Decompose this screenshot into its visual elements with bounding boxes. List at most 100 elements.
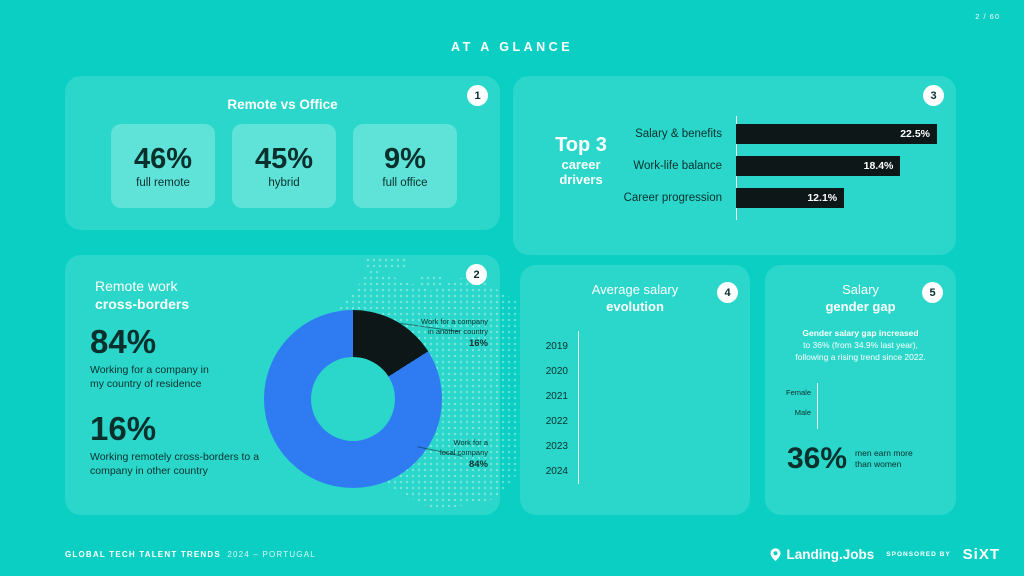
stat-tile-full-office: 9% full office xyxy=(353,124,457,208)
bar-value: 12.1% xyxy=(807,192,838,204)
card-salary-evolution: 4 Average salary evolution 2019 2020 202… xyxy=(520,265,750,515)
gender-gap-chart: Female Male xyxy=(779,387,931,427)
page-number: 2 / 60 xyxy=(975,12,1000,21)
title-line-1: Average salary xyxy=(591,282,679,297)
donut-callout-local-company: Work for a local company 84% xyxy=(440,438,488,470)
callout-line2: in another country xyxy=(427,326,488,336)
chart-row: 2024 xyxy=(534,464,728,478)
stat-label-line2: company in other country xyxy=(90,464,208,477)
bar-track xyxy=(578,414,728,428)
callout-value: 84% xyxy=(468,459,488,470)
bar-value: 22.5% xyxy=(900,128,930,140)
stat-label-line2: than women xyxy=(855,459,902,469)
bar-track xyxy=(578,439,728,453)
title-line-2: cross-borders xyxy=(95,296,190,312)
description-line3: following a rising trend since 2022. xyxy=(795,352,926,362)
stat-tile-full-remote: 46% full remote xyxy=(111,124,215,208)
footer-title-bold: GLOBAL TECH TALENT TRENDS xyxy=(65,550,221,559)
bar-label: Salary & benefits xyxy=(635,128,722,140)
bar-track: 22.5% xyxy=(736,124,937,144)
badge-5: 5 xyxy=(922,282,943,303)
chart-axis-line xyxy=(578,331,579,484)
sponsored-by-label: SPONSORED BY xyxy=(886,551,951,558)
year-label: 2024 xyxy=(545,465,568,477)
heading-drivers: drivers xyxy=(559,172,603,187)
title-line-1: Salary xyxy=(842,282,879,297)
stat-label: Working remotely cross-borders to a comp… xyxy=(90,451,259,478)
card-title-gender-gap: Salary gender gap xyxy=(765,281,956,315)
landing-jobs-logo: Landing.Jobs xyxy=(768,547,875,562)
callout-line1: Work for a xyxy=(453,438,488,447)
brand-name: Landing.Jobs xyxy=(786,547,875,562)
remote-office-stats: 46% full remote 45% hybrid 9% full offic… xyxy=(111,124,457,208)
stat-label-line1: men earn more xyxy=(855,448,913,458)
stat-84: 84% Working for a company in my country … xyxy=(90,325,209,391)
bar-track xyxy=(578,339,728,353)
stat-label: Working for a company in my country of r… xyxy=(90,364,209,391)
stat-value: 46% xyxy=(133,142,193,175)
stat-value: 84% xyxy=(90,323,157,360)
card-cross-borders: 2 Remote work cross-borders 84% Working … xyxy=(65,255,543,515)
chart-row-female: Female xyxy=(779,387,931,398)
chart-row-male: Male xyxy=(779,407,931,418)
stat-label: hybrid xyxy=(268,176,300,189)
stat-label-line1: Working for a company in xyxy=(90,364,209,376)
stat-label-line2: my country of residence xyxy=(90,377,202,390)
stat-value: 9% xyxy=(384,142,426,175)
bar-track: 12.1% xyxy=(736,188,937,208)
title-line-2: gender gap xyxy=(825,299,896,314)
card-title-remote-vs-office: Remote vs Office xyxy=(227,97,338,112)
bar-value: 18.4% xyxy=(863,160,894,172)
footer-report-title: GLOBAL TECH TALENT TRENDS 2024 – PORTUGA… xyxy=(65,550,316,559)
footer-brands: Landing.Jobs SPONSORED BY SiXT xyxy=(768,546,1000,563)
donut-callout-another-country: Work for a company in another country 16… xyxy=(421,317,488,349)
gender-gap-description: Gender salary gap increased to 36% (from… xyxy=(775,327,946,363)
salary-evolution-chart: 2019 2020 2021 2022 2023 2024 xyxy=(534,339,728,489)
bar-label: Work-life balance xyxy=(633,160,722,172)
stat-label-line1: Working remotely cross-borders to a xyxy=(90,451,260,463)
bar-track xyxy=(578,389,728,403)
page-title: AT A GLANCE xyxy=(450,40,574,54)
chart-axis-line xyxy=(817,383,818,429)
bar-label: Male xyxy=(794,408,811,417)
bar-label: Female xyxy=(785,388,811,397)
stat-value: 16% xyxy=(90,410,157,447)
donut-chart xyxy=(264,310,442,488)
footer-title-regular: 2024 – PORTUGAL xyxy=(227,550,316,559)
badge-2: 2 xyxy=(466,264,487,285)
chart-row: 2019 xyxy=(534,339,728,353)
description-line1: Gender salary gap increased xyxy=(802,328,919,338)
career-drivers-chart: Salary & benefits 22.5% Work-life balanc… xyxy=(586,124,937,220)
chart-row: Salary & benefits 22.5% xyxy=(586,124,937,144)
bar: 18.4% xyxy=(736,156,901,176)
bar-track xyxy=(578,464,728,478)
stat-label: full remote xyxy=(136,176,190,189)
chart-row: 2020 xyxy=(534,364,728,378)
sixt-logo: SiXT xyxy=(962,546,1000,563)
bar-track: 18.4% xyxy=(736,156,937,176)
badge-4: 4 xyxy=(717,282,738,303)
bar-label: Career progression xyxy=(623,192,722,204)
bar-track xyxy=(578,364,728,378)
stat-label: full office xyxy=(382,176,428,189)
stat-tile-hybrid: 45% hybrid xyxy=(232,124,336,208)
stat-36: 36% men earn more than women xyxy=(787,443,913,475)
bar: 22.5% xyxy=(736,124,937,144)
card-title-salary-evolution: Average salary evolution xyxy=(520,281,750,315)
heading-top3: Top 3 xyxy=(555,134,607,156)
callout-value: 16% xyxy=(468,338,488,349)
stat-label: men earn more than women xyxy=(855,448,913,470)
description-line2: to 36% (from 34.9% last year), xyxy=(803,340,918,350)
card-title-cross-borders: Remote work cross-borders xyxy=(95,277,189,313)
badge-1: 1 xyxy=(467,85,488,106)
heading-career: career xyxy=(561,157,601,172)
stat-value: 45% xyxy=(254,142,314,175)
year-label: 2022 xyxy=(545,415,568,427)
bar: 12.1% xyxy=(736,188,845,208)
year-label: 2023 xyxy=(545,440,568,452)
donut-hole xyxy=(311,357,395,441)
card-gender-gap: 5 Salary gender gap Gender salary gap in… xyxy=(765,265,956,515)
dotted-map-islands xyxy=(365,257,407,270)
stat-value: 36% xyxy=(787,442,848,475)
chart-row: 2023 xyxy=(534,439,728,453)
